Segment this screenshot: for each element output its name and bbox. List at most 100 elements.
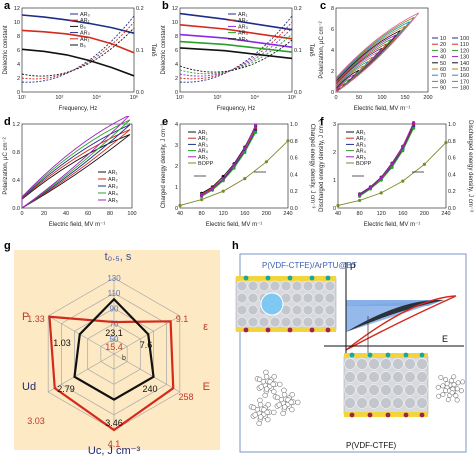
chart-a-xtick-tick-2: 10⁴ <box>92 94 101 101</box>
chart-f-point-3-5 <box>412 126 416 130</box>
chart-e-xtick-tick-4: 200 <box>262 211 271 217</box>
chart-e-series-5 <box>179 140 289 206</box>
radar-ring-label-0: 50 <box>110 335 119 344</box>
aggregate-0-bead-8 <box>271 388 277 395</box>
chart-b-tan-series-2 <box>179 27 293 77</box>
aggregate-1-bead-19 <box>281 387 287 394</box>
chart-d: Electric field, MV m⁻¹ Polarization, μC … <box>3 114 137 228</box>
chart-f-y2tick-tick-4: 0.8 <box>448 139 456 145</box>
chart-d-ytick-tick-2: 0.8 <box>12 150 20 156</box>
panel-f: f Electric field, MV m⁻¹ Discharged ener… <box>316 116 474 228</box>
chart-a-ytick-tick-6: 12 <box>14 6 20 12</box>
panel-e-label: e <box>162 116 169 128</box>
panel-e: e Electric field, MV m⁻¹ Charged energy … <box>158 116 316 228</box>
radar-spoke-2 <box>113 353 180 393</box>
top-cell-1-8 <box>324 292 336 304</box>
top-cell-0-0 <box>236 280 248 292</box>
chart-f-point-4-4 <box>401 144 405 148</box>
chart-c: Electric field, MV m⁻¹ Polarization, μC … <box>319 6 469 112</box>
top-cell-0-7 <box>313 280 325 292</box>
chart-f-ytick-tick-0: 0 <box>333 206 336 212</box>
top-cell-1-0 <box>236 292 248 304</box>
chart-f-series-1 <box>359 125 415 195</box>
chart-d-legend-item-4: AR₅ <box>108 198 118 204</box>
chart-a-xtick-tick-1: 10² <box>55 95 63 101</box>
chart-e-point-5-5 <box>286 139 290 143</box>
chart-d-xtick-tick-0: 0 <box>20 211 23 217</box>
chart-a-tan-series-2 <box>21 27 135 77</box>
chart-b-series-1 <box>179 24 293 40</box>
aggregate-right-bead-11 <box>436 393 442 399</box>
chart-e-xtick-tick-3: 160 <box>240 211 249 217</box>
aggregate-1-bead-18 <box>274 394 281 401</box>
chart-e-legend-item-3: AR₄ <box>198 149 209 155</box>
panel-b-label: b <box>162 0 169 12</box>
radar-ring-label-2: 90 <box>110 304 119 313</box>
chart-b-tan-series-1 <box>179 21 293 80</box>
chart-b-ytick-tick-3: 6 <box>175 48 178 54</box>
aggregate-2-bead-18 <box>250 404 257 411</box>
aggregate-2-bead-19 <box>257 397 263 404</box>
chart-c-loop-17 <box>335 12 420 93</box>
chart-f-point-5-4 <box>422 162 426 166</box>
chart-f-xtick-tick-2: 120 <box>377 211 386 217</box>
aggregate-0-bead-21 <box>270 381 276 387</box>
chart-c-xtick-tick-0: 0 <box>334 95 337 101</box>
radar-series-red <box>48 315 175 432</box>
radar-axis-label-Uc: Uc, J cm⁻³ <box>88 445 141 457</box>
aggregate-0-bead-12 <box>263 374 270 380</box>
chart-e-point-5-2 <box>221 189 225 193</box>
chart-e-point-3-4 <box>243 150 247 154</box>
bot-cell-3-0 <box>344 397 356 409</box>
aggregate-2-bead-14 <box>271 409 277 416</box>
chart-e-xtick-tick-5: 240 <box>283 211 292 217</box>
bot-cell-1-2 <box>368 371 380 383</box>
chart-e-point-3-5 <box>254 130 258 134</box>
bot-cell-2-5 <box>404 384 416 396</box>
chart-d-legend-item-1: AR₂ <box>108 177 118 183</box>
chart-a-legend-item-5: B₀ <box>80 43 86 49</box>
top-cell-3-1 <box>247 316 259 328</box>
top-cell-3-2 <box>258 316 270 328</box>
panel-c: c Electric field, MV m⁻¹ Polarization, μ… <box>316 0 474 112</box>
radar-black-value-4: 2.79 <box>57 384 75 394</box>
chart-f-point-3-4 <box>401 149 405 153</box>
chart-c-legend-item-7: 80 <box>440 79 446 85</box>
aggregate-0-bead-16 <box>263 386 270 392</box>
chart-c-ytick-tick-2: 4 <box>331 48 334 54</box>
aggregate-1-bead-17 <box>276 402 282 408</box>
panel-a-label: a <box>4 0 11 12</box>
axis-p-label: P <box>350 262 356 272</box>
bot-cell-3-5 <box>404 397 416 409</box>
radar-black-value-1: 7.6 <box>140 340 153 350</box>
top-dot-magenta-4 <box>325 327 331 333</box>
aggregate-right-bead-15 <box>455 380 461 386</box>
chart-f-xtick-tick-1: 80 <box>357 211 363 217</box>
chart-f-series-3 <box>359 128 415 197</box>
top-cell-0-3 <box>269 280 281 292</box>
chart-c-xtick-tick-4: 200 <box>423 95 432 101</box>
chart-d-legend-item-3: AR₄ <box>108 191 119 197</box>
chart-e-point-5-4 <box>264 160 268 164</box>
chart-f-legend-item-1: AR₂ <box>356 136 366 142</box>
panel-f-label: f <box>320 116 324 128</box>
pe-plot: P E <box>324 262 464 366</box>
chart-d-xtick-tick-4: 80 <box>107 211 113 217</box>
chart-f-point-5-0 <box>336 203 340 208</box>
chart-e-point-4-5 <box>254 123 258 127</box>
chart-b-series-4 <box>179 47 293 60</box>
chart-c-ytick-tick-4: 8 <box>331 6 334 12</box>
chart-a-y2tick-tick-1: 0.1 <box>136 48 144 54</box>
chart-c-legend-item-9: 100 <box>460 36 469 42</box>
bot-cell-1-0 <box>344 371 356 383</box>
chart-d-xtick-tick-3: 60 <box>85 211 91 217</box>
chart-a-tan-series-0 <box>21 15 135 83</box>
aggregate-right-bead-13 <box>444 381 450 387</box>
top-cell-1-5 <box>291 292 303 304</box>
chart-c-legend-item-14: 150 <box>460 67 469 73</box>
chart-d-ytick-tick-0: 0.0 <box>12 206 20 212</box>
chart-e-ytick-tick-3: 3 <box>175 143 178 149</box>
chart-b-series-0 <box>179 12 293 31</box>
chart-e-legend-item-4: AR₅ <box>198 155 208 161</box>
top-cell-3-7 <box>313 316 325 328</box>
